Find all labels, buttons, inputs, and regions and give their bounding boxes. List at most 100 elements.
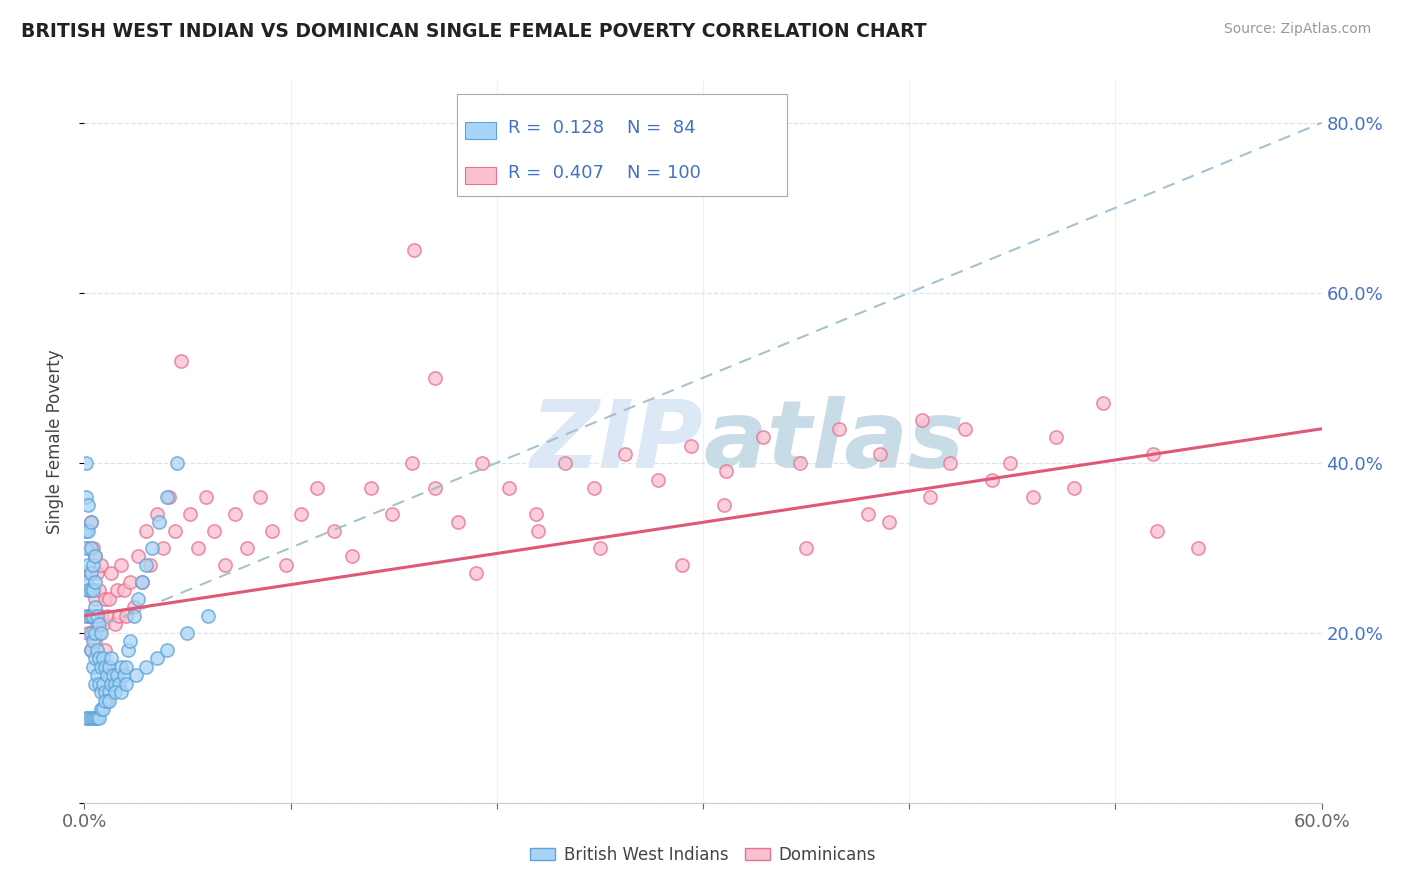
Point: [527, 524, 550, 538]
Point: [953, 422, 976, 436]
Point: [465, 566, 488, 581]
Point: [77, 583, 100, 598]
Point: [94, 591, 117, 606]
Point: [77, 608, 100, 623]
Point: [87, 711, 110, 725]
Legend: British West Indians, Dominicans: British West Indians, Dominicans: [523, 839, 883, 871]
Point: [114, 608, 136, 623]
Point: [401, 456, 423, 470]
Point: [75, 490, 97, 504]
Point: [122, 600, 145, 615]
Point: [918, 490, 941, 504]
Point: [75, 574, 97, 589]
Point: [94, 660, 117, 674]
Point: [260, 524, 283, 538]
Point: [79, 711, 101, 725]
Point: [156, 490, 179, 504]
Point: [79, 608, 101, 623]
Point: [82, 660, 104, 674]
Point: [856, 507, 879, 521]
Point: [939, 456, 962, 470]
Point: [157, 490, 180, 504]
Point: [91, 702, 114, 716]
Point: [117, 642, 139, 657]
Point: [423, 371, 446, 385]
Point: [166, 456, 188, 470]
Point: [83, 711, 105, 725]
Point: [82, 583, 104, 598]
Point: [82, 608, 104, 623]
Point: [1092, 396, 1115, 410]
Point: [1045, 430, 1067, 444]
Point: [90, 558, 112, 572]
Point: [877, 516, 900, 530]
Point: [91, 617, 114, 632]
Point: [77, 498, 100, 512]
Point: [75, 456, 97, 470]
Point: [112, 668, 135, 682]
Point: [104, 677, 127, 691]
Point: [176, 625, 198, 640]
Point: [714, 464, 737, 478]
Point: [79, 516, 101, 530]
Text: R =  0.407    N = 100: R = 0.407 N = 100: [508, 164, 700, 182]
Point: [249, 490, 271, 504]
Point: [83, 625, 105, 640]
Point: [828, 422, 851, 436]
Point: [87, 583, 110, 598]
Point: [79, 566, 101, 581]
Point: [77, 558, 100, 572]
Point: [96, 668, 118, 682]
Point: [83, 634, 105, 648]
Point: [75, 711, 97, 725]
Point: [86, 668, 108, 682]
Point: [127, 591, 149, 606]
Point: [148, 516, 170, 530]
Point: [108, 677, 131, 691]
Point: [214, 558, 236, 572]
Point: [100, 566, 122, 581]
Point: [404, 244, 426, 258]
Point: [82, 541, 104, 555]
Point: [94, 685, 117, 699]
Point: [170, 353, 193, 368]
Point: [647, 473, 669, 487]
Point: [79, 642, 101, 657]
Point: [524, 507, 547, 521]
Point: [980, 473, 1002, 487]
Point: [83, 651, 105, 665]
Point: [79, 583, 101, 598]
Point: [100, 651, 122, 665]
Point: [114, 660, 136, 674]
Point: [82, 583, 104, 598]
Point: [105, 583, 128, 598]
Point: [91, 677, 114, 691]
Point: [83, 549, 105, 564]
Point: [94, 642, 117, 657]
Point: [96, 694, 118, 708]
Text: R =  0.128    N =  84: R = 0.128 N = 84: [508, 119, 695, 136]
Point: [131, 574, 153, 589]
Point: [83, 574, 105, 589]
Point: [100, 677, 122, 691]
Point: [471, 456, 494, 470]
Text: ZIP: ZIP: [530, 395, 703, 488]
Point: [83, 600, 105, 615]
Point: [82, 634, 104, 648]
Point: [82, 558, 104, 572]
Point: [145, 651, 167, 665]
Point: [156, 642, 179, 657]
Point: [104, 617, 127, 632]
Point: [79, 608, 101, 623]
Point: [98, 591, 121, 606]
Point: [75, 524, 97, 538]
Point: [179, 507, 201, 521]
Point: [87, 617, 110, 632]
Point: [79, 625, 101, 640]
Point: [290, 507, 312, 521]
Point: [82, 711, 104, 725]
Point: [110, 558, 132, 572]
Point: [86, 642, 108, 657]
Point: [679, 439, 702, 453]
Point: [118, 634, 141, 648]
